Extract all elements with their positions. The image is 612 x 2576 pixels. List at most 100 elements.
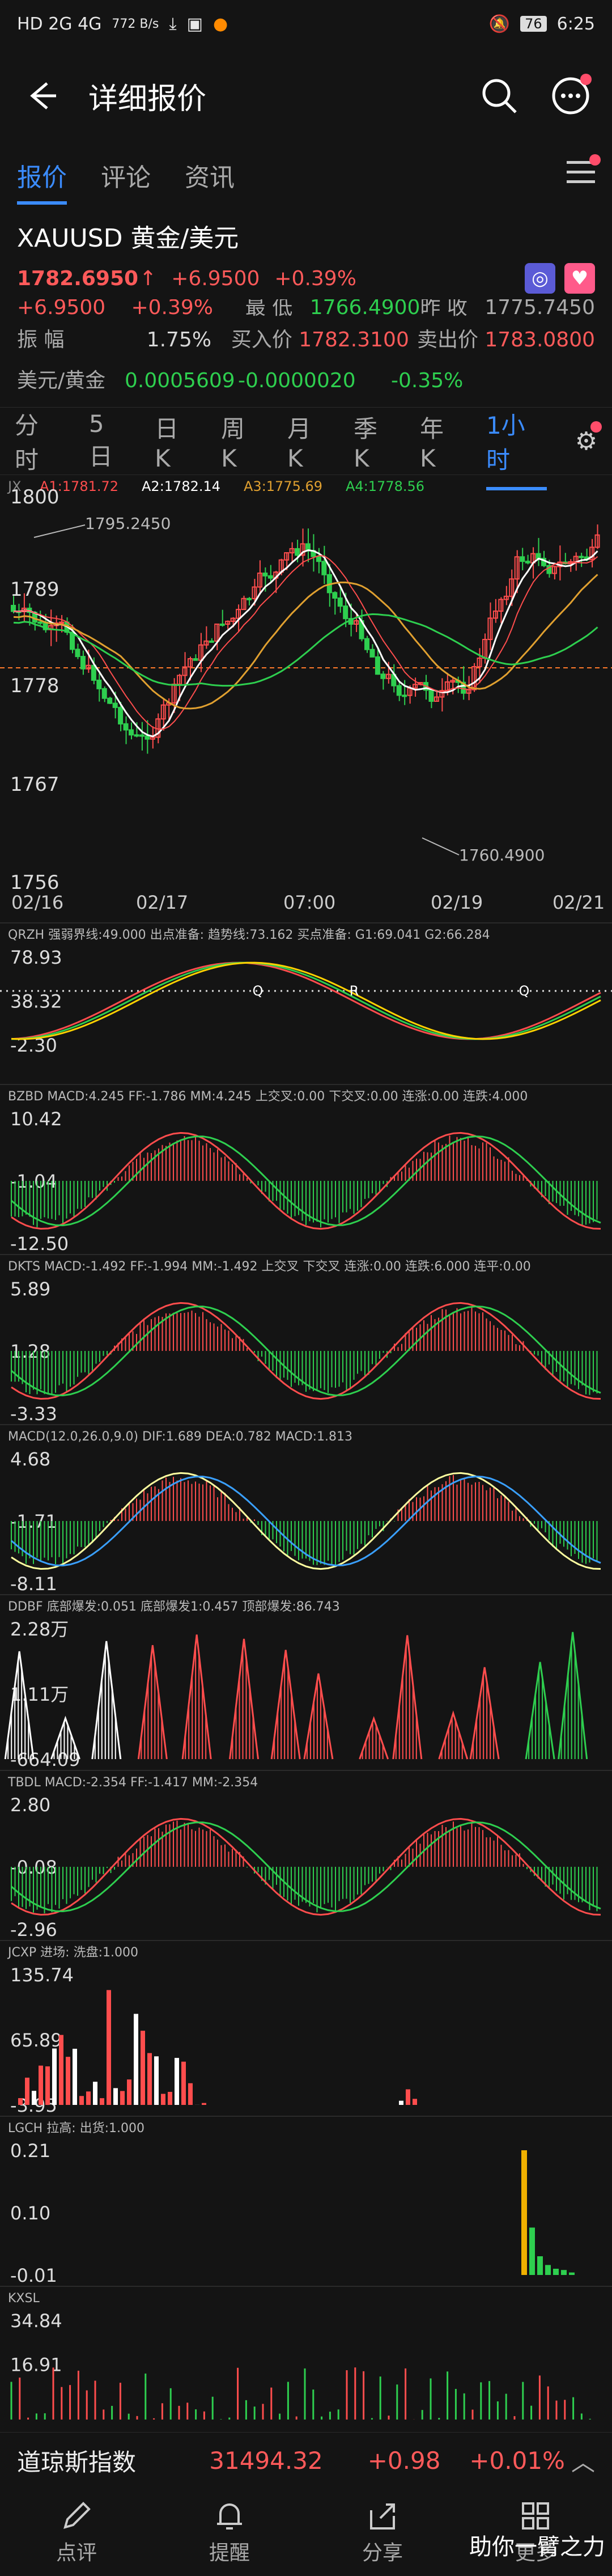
period-quarter[interactable]: 季K bbox=[354, 415, 378, 472]
macd-line-b bbox=[11, 1475, 601, 1566]
qrzh-signal-marker: Q bbox=[519, 983, 530, 999]
candle-body bbox=[246, 598, 252, 600]
candle-body bbox=[354, 620, 359, 625]
candle-body bbox=[134, 734, 139, 737]
index-ticker[interactable]: 道琼斯指数 31494.32 +0.98 +0.01% ︿ bbox=[0, 2432, 612, 2489]
period-intraday[interactable]: 分时 bbox=[15, 412, 39, 474]
nav-alert-label: 提醒 bbox=[209, 2541, 250, 2565]
index-change: +0.98 bbox=[367, 2447, 441, 2475]
up-arrow-icon: ↑ bbox=[139, 266, 157, 290]
kxsl-header: KXSL bbox=[8, 2291, 40, 2306]
partial-change: +6.9500 bbox=[17, 299, 106, 319]
favorite-heart-icon[interactable]: ♥ bbox=[564, 263, 595, 294]
lgch-bar bbox=[545, 2265, 551, 2275]
macd-line-a bbox=[11, 1472, 601, 1570]
ddbf-axis-tick: -664.09 bbox=[10, 1749, 80, 1770]
candle-body bbox=[262, 573, 268, 577]
qrzh-line bbox=[11, 961, 601, 1040]
kxsl-axis-tick: 34.84 bbox=[10, 2310, 62, 2332]
bzbd-header: BZBD MACD:4.245 FF:-1.786 MM:4.245 上交叉:0… bbox=[8, 1090, 528, 1104]
period-5day[interactable]: 5日 bbox=[88, 410, 113, 471]
candle-body bbox=[375, 656, 380, 675]
candle-body bbox=[37, 621, 43, 624]
candle-body bbox=[129, 729, 134, 736]
ma-a2-line bbox=[13, 549, 598, 738]
jcxp-bar bbox=[127, 2079, 131, 2105]
candle-body bbox=[214, 623, 220, 642]
ddbf-spike bbox=[558, 1632, 588, 1760]
period-1hour[interactable]: 1小时 bbox=[486, 406, 547, 490]
index-name: 道琼斯指数 bbox=[17, 2448, 137, 2476]
nav-more[interactable]: 更多 bbox=[515, 2499, 556, 2566]
jcxp-axis-tick: 65.89 bbox=[10, 2030, 62, 2051]
chart-area[interactable]: JX A1:1781.72 A2:1782.14 A3:1775.69 A4:1778.… bbox=[0, 475, 612, 2422]
globe-icon[interactable]: ◎ bbox=[525, 263, 555, 294]
bzbd-axis-tick: -12.50 bbox=[10, 1233, 69, 1255]
tab-quote[interactable]: 报价 bbox=[17, 157, 67, 205]
ma-a1-label: A1:1781.72 bbox=[40, 478, 118, 494]
candle-body bbox=[257, 573, 262, 588]
collapse-chevron-icon[interactable]: ︿ bbox=[571, 2448, 595, 2476]
tab-news[interactable]: 资讯 bbox=[185, 163, 235, 192]
price-axis-tick: 1800 bbox=[10, 486, 60, 509]
pen-icon bbox=[63, 2502, 91, 2529]
search-icon[interactable] bbox=[475, 71, 524, 120]
ddbf-spike bbox=[270, 1650, 301, 1760]
ddbf-axis-tick: 2.28万 bbox=[10, 1619, 69, 1640]
candle-body bbox=[80, 656, 86, 670]
dkts-axis-tick: 1.28 bbox=[10, 1341, 50, 1362]
price-change-pct: +0.39% bbox=[274, 266, 356, 290]
ddbf-spike bbox=[181, 1634, 212, 1760]
ddbf-spike bbox=[469, 1667, 500, 1760]
tab-comments[interactable]: 评论 bbox=[101, 163, 151, 192]
ddbf-axis-tick: 1.11万 bbox=[10, 1684, 69, 1705]
candle-body bbox=[402, 694, 407, 697]
qrzh-header: QRZH 强弱界线:49.000 出点准备: 趋势线:73.162 买点准备: … bbox=[8, 928, 490, 942]
candle-body bbox=[579, 556, 584, 558]
ma-a3-line bbox=[13, 574, 598, 710]
nav-comment[interactable]: 点评 bbox=[56, 2499, 97, 2566]
settings-gear-icon[interactable]: ⚙ bbox=[575, 421, 602, 456]
jcxp-bar bbox=[93, 2082, 97, 2105]
prev-close-label: 昨 收 bbox=[420, 299, 468, 319]
period-selector: 分时 5日 日K 周K 月K 季K 年K 1小时 ⚙ bbox=[0, 406, 612, 490]
settings-dot bbox=[590, 421, 602, 433]
buy-value: 1782.3100 bbox=[299, 328, 409, 351]
indicator-charts[interactable]: JX A1:1781.72 A2:1782.14 A3:1775.69 A4:1778.… bbox=[0, 475, 612, 2420]
period-year[interactable]: 年K bbox=[419, 415, 444, 472]
bzbd-line-a bbox=[11, 1132, 601, 1230]
dkts-header: DKTS MACD:-1.492 FF:-1.994 MM:-1.492 上交叉… bbox=[8, 1260, 531, 1274]
lgch-bar bbox=[529, 2227, 535, 2275]
mute-icon: 🔕 bbox=[488, 14, 511, 34]
tbdl-header: TBDL MACD:-2.354 FF:-1.417 MM:-2.354 bbox=[7, 1776, 258, 1790]
candle-body bbox=[321, 561, 327, 575]
price-axis-tick: 1767 bbox=[10, 773, 60, 796]
period-month[interactable]: 月K bbox=[287, 415, 312, 472]
app-notify-icon: ▣ bbox=[186, 14, 203, 34]
jcxp-axis-tick: 135.74 bbox=[10, 1964, 74, 1986]
candle-body bbox=[492, 610, 498, 619]
nav-alert[interactable]: 提醒 bbox=[209, 2499, 250, 2566]
cross-value: 0.0005609 bbox=[125, 369, 235, 392]
candle-body bbox=[59, 621, 65, 624]
candle-body bbox=[551, 566, 557, 574]
candle-body bbox=[86, 664, 91, 670]
period-week[interactable]: 周K bbox=[221, 415, 245, 472]
nav-share[interactable]: 分享 bbox=[362, 2499, 403, 2566]
menu-icon[interactable] bbox=[567, 154, 601, 191]
dkts-line-a bbox=[11, 1302, 601, 1400]
candle-body bbox=[219, 623, 225, 626]
low-pointer bbox=[422, 837, 460, 855]
period-day[interactable]: 日K bbox=[155, 415, 179, 472]
back-arrow-icon[interactable] bbox=[17, 71, 66, 120]
jcxp-bar bbox=[107, 1990, 111, 2105]
message-icon[interactable] bbox=[546, 71, 595, 120]
symbol-title: XAUUSD 黄金/美元 bbox=[17, 224, 239, 253]
battery-level: 76 bbox=[520, 16, 547, 32]
macd-axis-tick: -8.11 bbox=[10, 1573, 57, 1595]
candle-body bbox=[413, 684, 418, 689]
ddbf-spike bbox=[525, 1662, 555, 1760]
sell-label: 卖出价 bbox=[417, 328, 479, 351]
ddbf-spike bbox=[91, 1641, 122, 1760]
content-tabs: 报价 评论 资讯 bbox=[0, 144, 612, 206]
